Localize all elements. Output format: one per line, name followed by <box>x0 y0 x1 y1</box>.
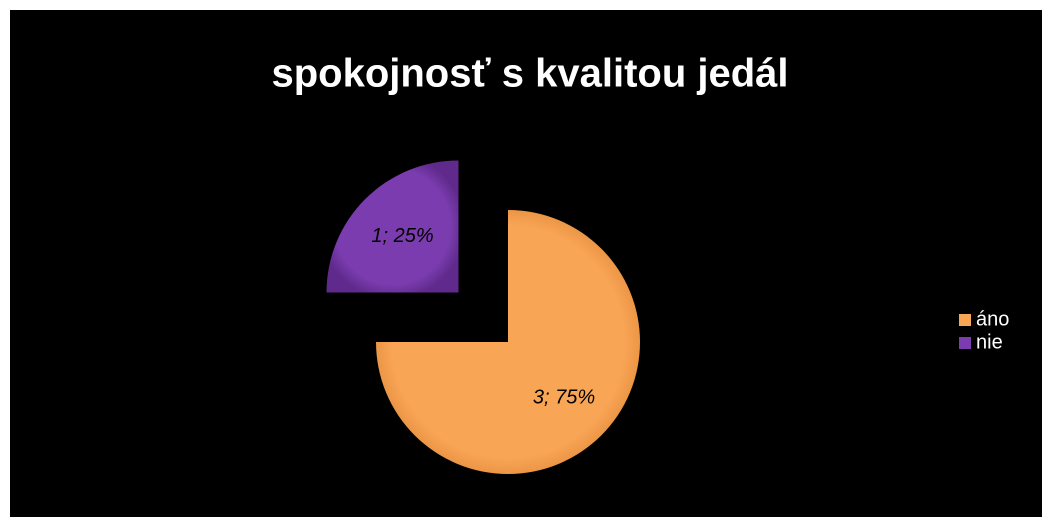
legend-swatch <box>959 314 971 326</box>
legend-label: nie <box>976 331 1003 353</box>
chart-title: spokojnosť s kvalitou jedál <box>271 52 788 96</box>
pie-slice <box>376 210 640 474</box>
legend-swatch <box>959 337 971 349</box>
data-label: 1; 25% <box>371 225 433 247</box>
data-label: 3; 75% <box>533 386 595 408</box>
pie-slice <box>326 160 459 293</box>
legend-label: áno <box>976 308 1009 330</box>
